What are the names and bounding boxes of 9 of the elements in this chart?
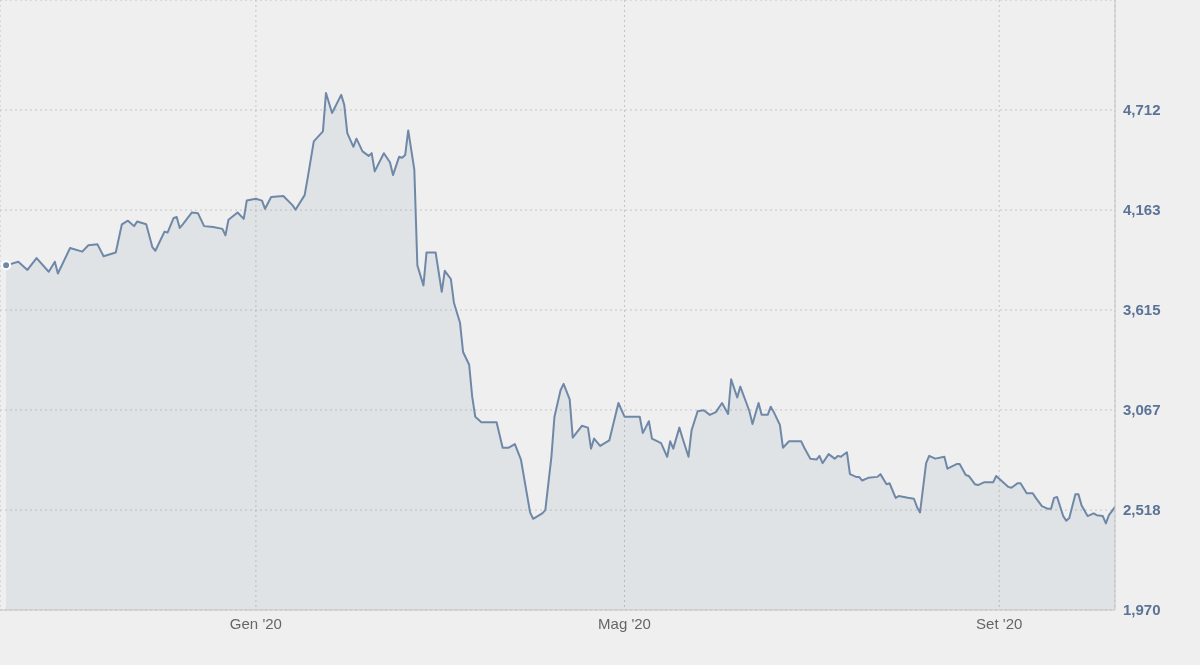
y-tick-label: 2,518 bbox=[1123, 501, 1161, 519]
x-tick-label: Set '20 bbox=[976, 614, 1023, 632]
y-tick-label: 3,615 bbox=[1123, 301, 1161, 319]
x-tick-label: Mag '20 bbox=[598, 614, 651, 632]
y-tick-label: 3,067 bbox=[1123, 401, 1161, 419]
x-tick-label: Gen '20 bbox=[229, 614, 282, 632]
y-tick-label: 4,712 bbox=[1123, 101, 1161, 119]
y-tick-label: 1,970 bbox=[1123, 601, 1161, 619]
y-tick-label: 4,163 bbox=[1123, 201, 1161, 219]
